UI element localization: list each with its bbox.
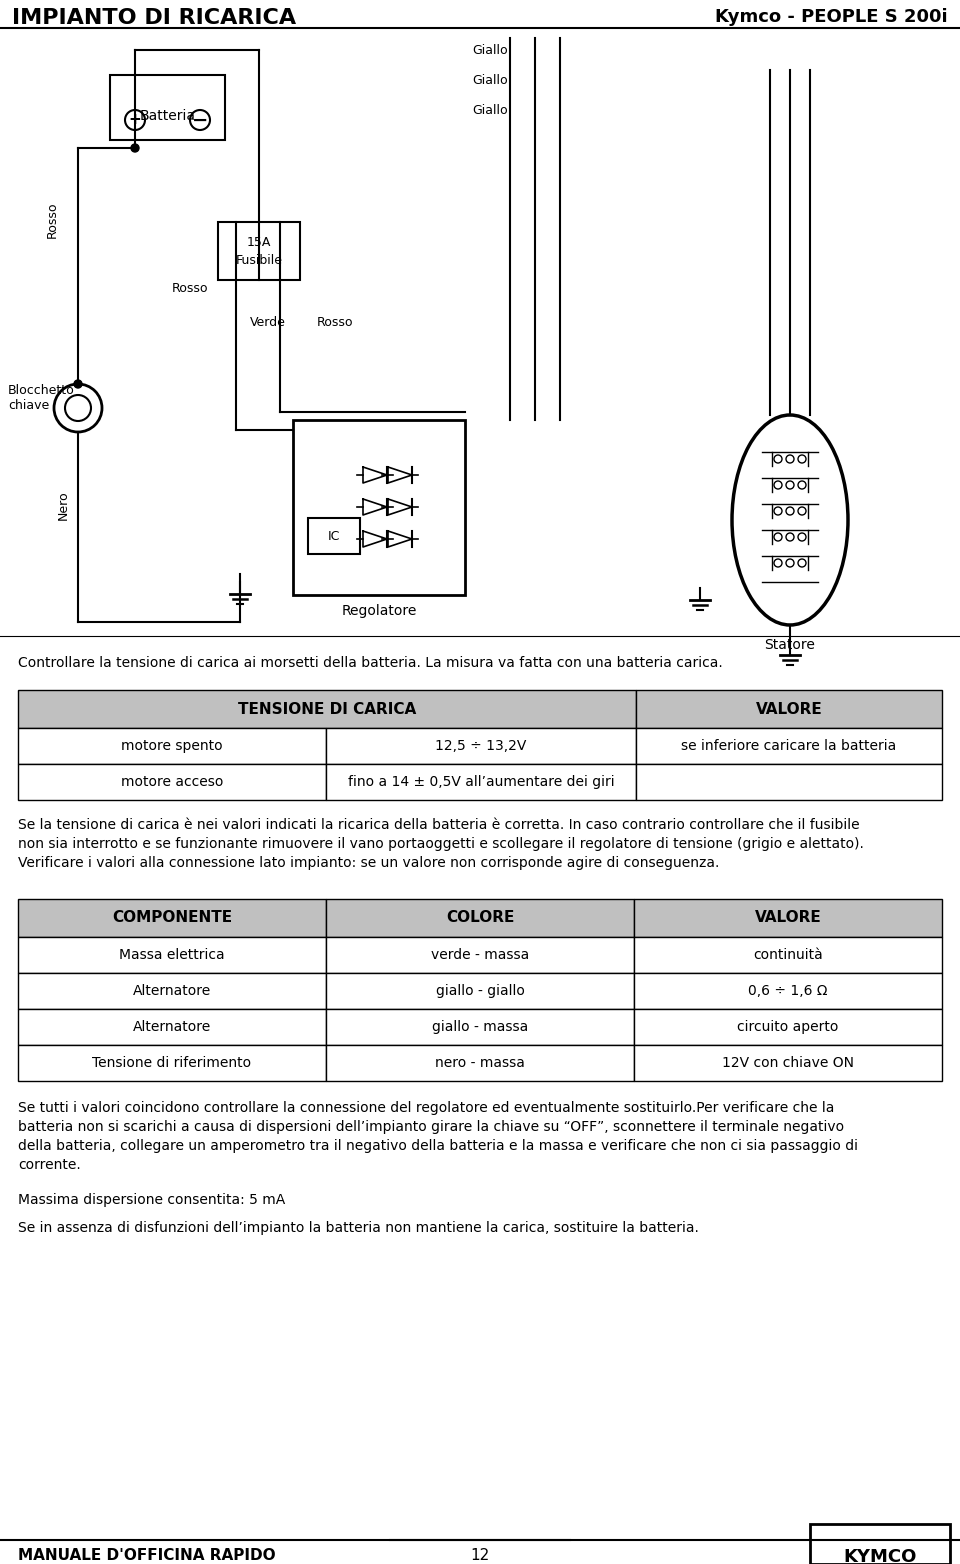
Text: 0,6 ÷ 1,6 Ω: 0,6 ÷ 1,6 Ω [748, 984, 828, 998]
Text: Statore: Statore [764, 638, 815, 652]
Text: Blocchetto
chiave: Blocchetto chiave [8, 385, 75, 411]
Text: Se la tensione di carica è nei valori indicati la ricarica della batteria è corr: Se la tensione di carica è nei valori in… [18, 818, 859, 832]
Text: Massa elettrica: Massa elettrica [119, 948, 225, 962]
Bar [18, 937, 326, 973]
Text: Verde: Verde [250, 316, 286, 330]
Text: corrente.: corrente. [18, 1157, 81, 1171]
Text: KYMCO: KYMCO [843, 1548, 917, 1564]
Text: VALORE: VALORE [756, 702, 823, 716]
Bar [326, 973, 634, 1009]
Text: circuito aperto: circuito aperto [737, 1020, 839, 1034]
Bar [326, 727, 636, 763]
Bar [634, 973, 942, 1009]
Text: Tensione di riferimento: Tensione di riferimento [92, 1056, 252, 1070]
Text: −: − [192, 111, 208, 130]
Text: 12,5 ÷ 13,2V: 12,5 ÷ 13,2V [435, 740, 527, 752]
Text: non sia interrotto e se funzionante rimuovere il vano portaoggetti e scollegare : non sia interrotto e se funzionante rimu… [18, 837, 864, 851]
Text: verde - massa: verde - massa [431, 948, 529, 962]
Bar [18, 1009, 326, 1045]
Text: +: + [129, 113, 141, 128]
Text: giallo - massa: giallo - massa [432, 1020, 528, 1034]
Text: Alternatore: Alternatore [132, 1020, 211, 1034]
Bar [326, 1009, 634, 1045]
Bar [634, 937, 942, 973]
Bar [18, 727, 326, 763]
Text: IC: IC [327, 530, 340, 543]
Text: COLORE: COLORE [445, 910, 515, 926]
Bar [634, 899, 942, 937]
Bar [18, 973, 326, 1009]
Text: Giallo: Giallo [472, 103, 508, 116]
Text: Rosso: Rosso [172, 282, 208, 294]
Text: 12V con chiave ON: 12V con chiave ON [722, 1056, 854, 1070]
Text: Giallo: Giallo [472, 44, 508, 56]
Text: Giallo: Giallo [472, 74, 508, 86]
Bar [326, 937, 634, 973]
Text: batteria non si scarichi a causa di dispersioni dell’impianto girare la chiave s: batteria non si scarichi a causa di disp… [18, 1120, 844, 1134]
Text: IMPIANTO DI RICARICA: IMPIANTO DI RICARICA [12, 8, 296, 28]
Bar [810, 1523, 950, 1564]
Bar [634, 1045, 942, 1081]
Bar [308, 518, 360, 554]
Circle shape [74, 380, 82, 388]
Bar [18, 899, 326, 937]
Bar [110, 75, 225, 141]
Bar [636, 690, 942, 727]
Bar [326, 899, 634, 937]
Text: TENSIONE DI CARICA: TENSIONE DI CARICA [238, 702, 416, 716]
Bar [0, 30, 960, 630]
Text: fino a 14 ± 0,5V all’aumentare dei giri: fino a 14 ± 0,5V all’aumentare dei giri [348, 776, 614, 788]
Bar [218, 222, 300, 280]
Bar [18, 763, 326, 801]
Text: Controllare la tensione di carica ai morsetti della batteria. La misura va fatta: Controllare la tensione di carica ai mor… [18, 655, 723, 669]
Bar [326, 1045, 634, 1081]
Text: COMPONENTE: COMPONENTE [112, 910, 232, 926]
Text: Alternatore: Alternatore [132, 984, 211, 998]
Text: Nero: Nero [57, 490, 69, 519]
Text: motore acceso: motore acceso [121, 776, 223, 788]
Text: continuità: continuità [754, 948, 823, 962]
Text: Rosso: Rosso [45, 202, 59, 238]
Text: Verificare i valori alla connessione lato impianto: se un valore non corrisponde: Verificare i valori alla connessione lat… [18, 856, 719, 870]
Text: nero - massa: nero - massa [435, 1056, 525, 1070]
Text: Rosso: Rosso [317, 316, 353, 330]
Bar [293, 421, 465, 594]
Text: Se in assenza di disfunzioni dell’impianto la batteria non mantiene la carica, s: Se in assenza di disfunzioni dell’impian… [18, 1221, 699, 1236]
Bar [636, 727, 942, 763]
Text: Massima dispersione consentita: 5 mA: Massima dispersione consentita: 5 mA [18, 1193, 285, 1207]
Bar [18, 1045, 326, 1081]
Bar [636, 763, 942, 801]
Bar [326, 763, 636, 801]
Text: giallo - giallo: giallo - giallo [436, 984, 524, 998]
Text: 15A: 15A [247, 236, 271, 250]
Text: motore spento: motore spento [121, 740, 223, 752]
Text: Regolatore: Regolatore [342, 604, 417, 618]
Text: della batteria, collegare un amperometro tra il negativo della batteria e la mas: della batteria, collegare un amperometro… [18, 1139, 858, 1153]
Text: VALORE: VALORE [755, 910, 822, 926]
Text: Se tutti i valori coincidono controllare la connessione del regolatore ed eventu: Se tutti i valori coincidono controllare… [18, 1101, 834, 1115]
Text: MANUALE D'OFFICINA RAPIDO: MANUALE D'OFFICINA RAPIDO [18, 1548, 276, 1562]
Ellipse shape [732, 414, 848, 626]
Text: 12: 12 [470, 1548, 490, 1562]
Bar [18, 690, 636, 727]
Circle shape [131, 144, 139, 152]
Text: Kymco - PEOPLE S 200i: Kymco - PEOPLE S 200i [715, 8, 948, 27]
Text: se inferiore caricare la batteria: se inferiore caricare la batteria [682, 740, 897, 752]
Text: Fusibile: Fusibile [235, 255, 282, 267]
Text: Batteria: Batteria [139, 108, 196, 122]
Bar [634, 1009, 942, 1045]
